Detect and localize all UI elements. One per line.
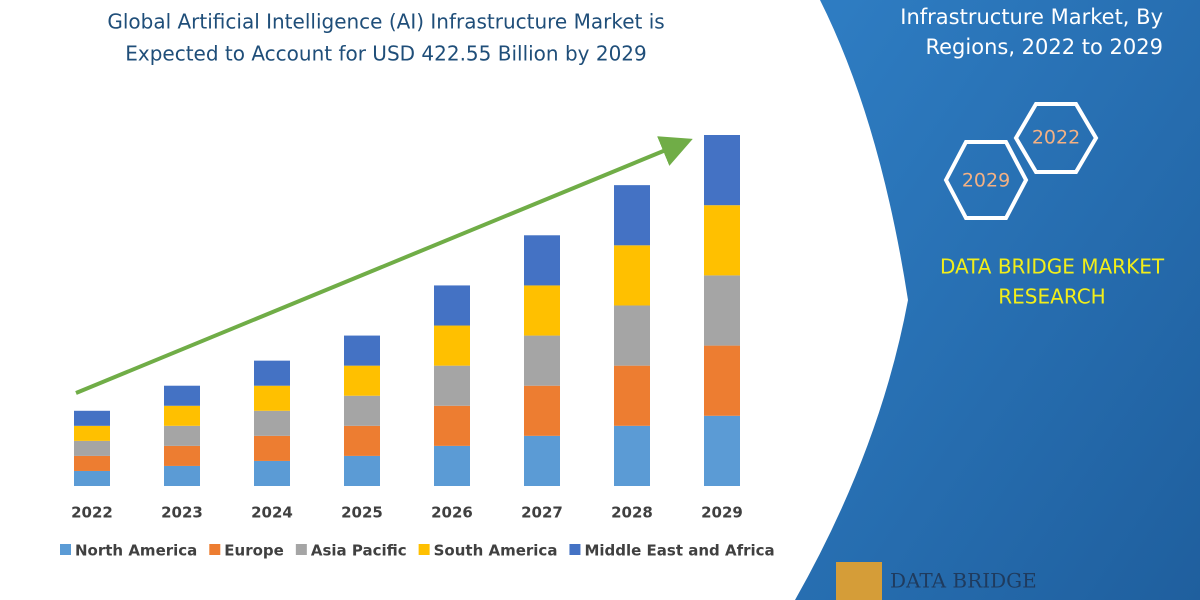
bar-segment xyxy=(344,395,380,426)
bar-segment xyxy=(254,435,290,461)
legend-swatch xyxy=(418,544,430,555)
bar-segment xyxy=(614,305,650,366)
x-tick-label: 2025 xyxy=(341,504,383,522)
bar-segment xyxy=(344,455,380,486)
bar-segment xyxy=(254,360,290,386)
hexagon-label: 2022 xyxy=(1032,127,1080,149)
x-tick-label: 2026 xyxy=(431,504,473,522)
brand: DATA BRIDGE MARKET xyxy=(940,255,1165,279)
bar-segment xyxy=(164,425,200,446)
hexagon-label: 2029 xyxy=(962,170,1010,192)
bar-segment xyxy=(164,465,200,486)
chart-title: Global Artificial Intelligence (AI) Infr… xyxy=(107,10,664,34)
chart-title: Expected to Account for USD 422.55 Billi… xyxy=(125,42,647,66)
bar-segment xyxy=(614,365,650,426)
trend-arrow xyxy=(75,136,693,395)
x-tick-label: 2029 xyxy=(701,504,743,522)
x-tick-label: 2027 xyxy=(521,504,563,522)
x-tick-label: 2028 xyxy=(611,504,653,522)
bar-segment xyxy=(614,185,650,246)
x-tick-label: 2024 xyxy=(251,504,293,522)
bar-segment xyxy=(614,425,650,486)
bar-segment xyxy=(704,135,740,206)
bar-segment xyxy=(344,365,380,396)
bar-segment xyxy=(254,385,290,411)
plot: 2022 2023 2024 2025 2026 2027 2028 2029 xyxy=(71,135,743,522)
bar-segment xyxy=(434,285,470,326)
bar-segment xyxy=(74,470,110,486)
legend-swatch xyxy=(295,544,307,555)
bar-segment xyxy=(434,445,470,486)
panel-heading: Infrastructure Market, By xyxy=(900,5,1163,29)
bar-segment xyxy=(254,460,290,486)
legend-label: Asia Pacific xyxy=(311,542,407,560)
bar-segment xyxy=(704,415,740,486)
logo-text: DATA BRIDGE xyxy=(890,569,1037,593)
legend-swatch xyxy=(60,544,71,555)
bar-segment xyxy=(524,335,560,386)
bar-segment xyxy=(74,455,110,471)
logo-mark xyxy=(836,562,882,600)
hexagon xyxy=(1013,102,1099,174)
bar-segment xyxy=(704,205,740,276)
bar-segment xyxy=(74,425,110,441)
bar-segment xyxy=(344,425,380,456)
legend-swatch xyxy=(209,544,221,555)
bar-segment xyxy=(524,235,560,286)
legend-label: North America xyxy=(75,542,197,560)
bar-segment xyxy=(524,435,560,486)
legend-label: Europe xyxy=(224,542,284,560)
bar-segment xyxy=(164,405,200,426)
bar-segment xyxy=(524,385,560,436)
bar-segment xyxy=(74,440,110,456)
bar-segment xyxy=(254,410,290,436)
hexagon xyxy=(943,140,1029,220)
bar-segment xyxy=(344,335,380,366)
x-tick-label: 2023 xyxy=(161,504,203,522)
bar-segment xyxy=(164,385,200,406)
bar-segment xyxy=(524,285,560,336)
bar-segment xyxy=(74,410,110,426)
bar-segment xyxy=(704,345,740,416)
bar-segment xyxy=(434,365,470,406)
bar-segment xyxy=(614,245,650,306)
legend-label: Middle East and Africa xyxy=(584,542,774,560)
brand: RESEARCH xyxy=(998,285,1105,309)
side-panel xyxy=(795,0,1200,600)
legend-swatch xyxy=(569,544,581,555)
panel-heading: Regions, 2022 to 2029 xyxy=(925,35,1163,59)
bar-segment xyxy=(434,405,470,446)
x-tick-label: 2022 xyxy=(71,504,113,522)
legend-label: South America xyxy=(434,542,558,560)
bar-segment xyxy=(704,275,740,346)
bar-segment xyxy=(164,445,200,466)
bar-segment xyxy=(434,325,470,366)
legend: North America Europe Asia Pacific South Ame… xyxy=(60,542,775,560)
